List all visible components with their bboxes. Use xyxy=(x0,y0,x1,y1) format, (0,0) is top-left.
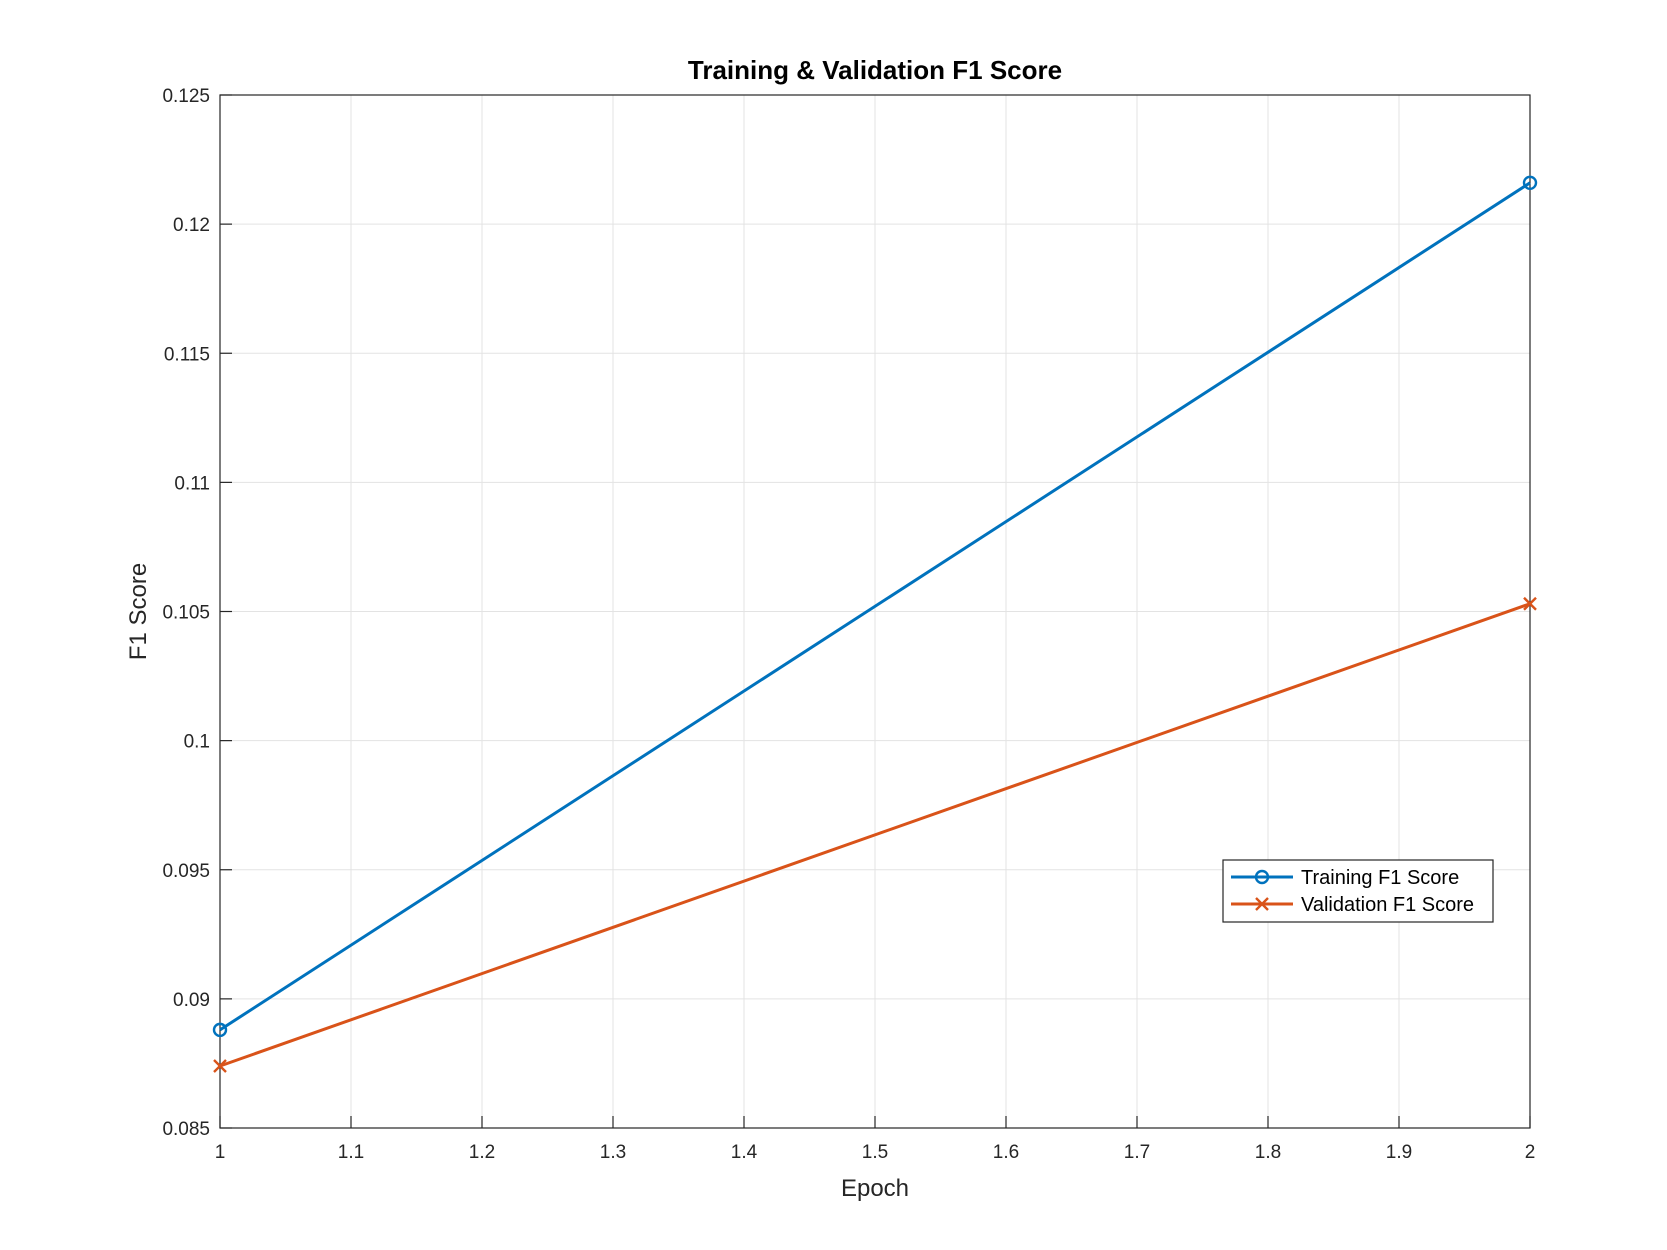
x-tick-label: 1 xyxy=(215,1142,226,1163)
validation-f1-score-point-stroke xyxy=(213,1059,227,1073)
legend-label: Validation F1 Score xyxy=(1301,894,1474,916)
legend-item-validation-f1-score: Validation F1 Score xyxy=(1231,894,1474,916)
x-tick-label: 2 xyxy=(1525,1142,1536,1163)
training-f1-score-point xyxy=(1522,175,1538,191)
x-axis-label: Epoch xyxy=(841,1175,909,1202)
x-tick-label: 1.7 xyxy=(1124,1142,1150,1163)
y-tick-label: 0.09 xyxy=(173,990,210,1011)
y-tick-label: 0.095 xyxy=(162,861,210,882)
legend: Training F1 Score Validation F1 Score xyxy=(1222,859,1494,923)
x-axis: 1 1.1 1.2 1.3 1.4 1.5 1.6 1.7 1.8 1.9 2 xyxy=(215,1116,1536,1163)
y-axis: 0.085 0.09 0.095 0.1 0.105 0.11 0.115 0.12 0.125 xyxy=(162,86,232,1140)
x-tick-label: 1.4 xyxy=(731,1142,758,1163)
legend-box xyxy=(1222,859,1494,923)
x-tick-label: 1.3 xyxy=(600,1142,626,1163)
y-tick-label: 0.115 xyxy=(164,344,210,365)
y-axis-label: F1 Score xyxy=(125,563,152,660)
x-tick-label: 1.2 xyxy=(469,1142,495,1163)
series-group xyxy=(212,175,1538,1073)
y-tick-label: 0.085 xyxy=(162,1119,210,1140)
y-tick-label: 0.105 xyxy=(162,603,210,624)
x-tick-label: 1.1 xyxy=(338,1142,364,1163)
x-tick-label: 1.6 xyxy=(993,1142,1019,1163)
x-tick-label: 1.9 xyxy=(1386,1142,1412,1163)
validation-f1-score-point-stroke xyxy=(1523,596,1537,611)
validation-f1-score-point xyxy=(213,1059,227,1073)
y-tick-label: 0.12 xyxy=(173,215,210,236)
y-tick-label: 0.1 xyxy=(184,732,210,753)
legend-item-training-f1-score: Training F1 Score xyxy=(1231,867,1459,889)
y-tick-label: 0.125 xyxy=(162,86,210,107)
x-tick-label: 1.5 xyxy=(862,1142,888,1163)
x-tick-label: 1.8 xyxy=(1255,1142,1281,1163)
y-tick-label: 0.11 xyxy=(174,473,210,494)
legend-marker xyxy=(1254,869,1270,885)
training-f1-score-point xyxy=(212,1022,228,1038)
validation-f1-score-line xyxy=(219,602,1531,1068)
legend-marker xyxy=(1255,897,1269,911)
training-f1-score-line xyxy=(219,181,1531,1032)
validation-f1-score-point xyxy=(1523,596,1537,611)
legend-label: Training F1 Score xyxy=(1301,867,1459,889)
legend-marker-stroke xyxy=(1255,897,1269,911)
chart-title: Training & Validation F1 Score xyxy=(688,55,1062,85)
